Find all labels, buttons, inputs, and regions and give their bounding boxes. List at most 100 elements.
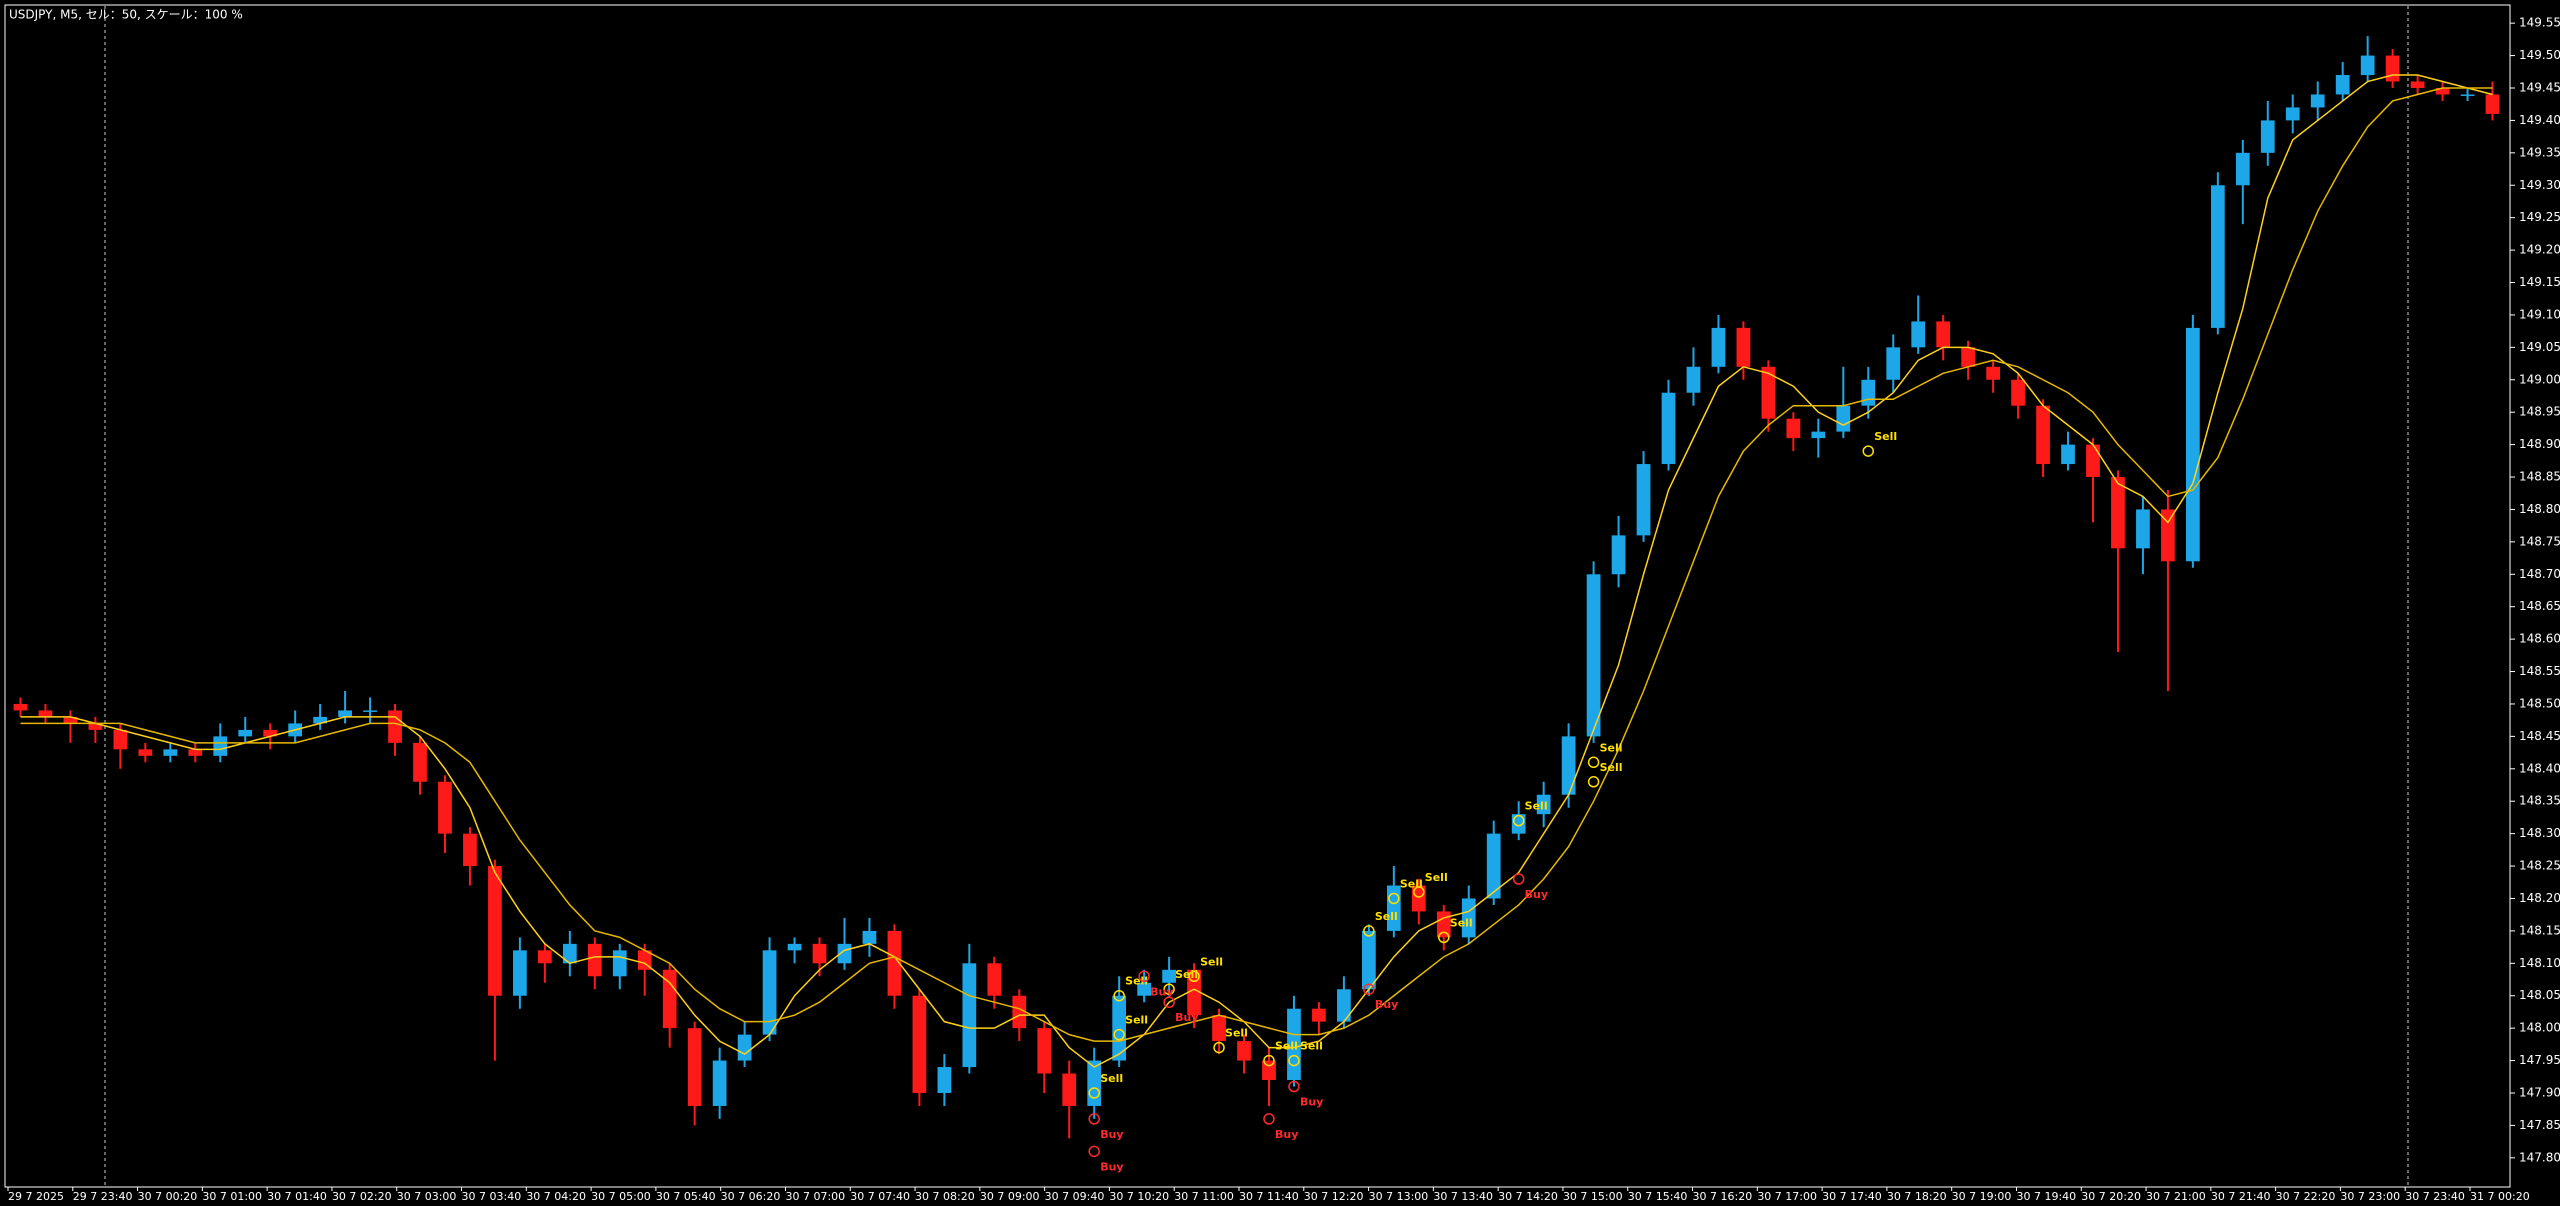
candle-body: [2360, 55, 2375, 76]
x-tick-label: 30 7 07:00: [785, 1190, 845, 1203]
candle-body: [413, 742, 427, 782]
candle-body: [687, 1028, 702, 1106]
candle-body: [513, 950, 527, 996]
signal-label: Buy: [1175, 1011, 1198, 1024]
candle-body: [2485, 94, 2500, 114]
signal-marker: [1213, 1041, 1225, 1054]
x-tick-label: 30 7 07:40: [850, 1190, 910, 1203]
candle-body: [213, 736, 228, 756]
candle-body: [1636, 464, 1651, 536]
candle-body: [587, 943, 602, 977]
y-tick-label: 149.300: [2519, 178, 2560, 192]
x-tick-label: 29 7 23:40: [73, 1190, 133, 1203]
signal-marker: [1363, 925, 1375, 937]
y-tick-label: 148.750: [2519, 534, 2560, 548]
candle-body: [1811, 431, 1826, 439]
y-tick-label: 148.050: [2519, 988, 2560, 1002]
signal-marker: [1113, 1028, 1125, 1041]
y-tick-label: 149.150: [2519, 275, 2560, 289]
signal-label: Sell: [1400, 877, 1423, 890]
signal-marker: [1288, 1080, 1300, 1093]
candle-body: [1361, 930, 1376, 990]
signal-marker: [1088, 1145, 1100, 1158]
signal-marker: [1862, 445, 1875, 457]
candle-body: [88, 723, 103, 730]
signal-label: Buy: [1525, 888, 1548, 901]
x-tick-label: 30 7 00:20: [138, 1190, 198, 1203]
y-tick-label: 148.350: [2519, 794, 2560, 808]
signal-label: Sell: [1600, 741, 1623, 754]
candle-body: [263, 729, 278, 737]
candle-body: [612, 950, 627, 977]
candle-body: [1112, 995, 1127, 1061]
candle-body: [1436, 911, 1451, 938]
candle-body: [13, 703, 28, 711]
signal-marker: [1088, 1087, 1100, 1099]
candle-body: [737, 1034, 752, 1061]
x-tick-label: 30 7 05:00: [591, 1190, 651, 1203]
candle-body: [812, 943, 827, 964]
x-tick-label: 30 7 09:00: [980, 1190, 1040, 1203]
signal-marker: [1263, 1054, 1275, 1067]
signal-marker: [1363, 983, 1375, 995]
candle-body: [2111, 477, 2125, 549]
candle-body: [113, 729, 128, 750]
signal-marker: [1113, 989, 1125, 1002]
candle-body: [937, 1067, 952, 1093]
candle-body: [762, 950, 777, 1035]
x-tick-label: 30 7 13:40: [1433, 1190, 1493, 1203]
plot-frame: [4, 4, 2511, 1188]
signal-label: Sell: [1600, 761, 1623, 774]
candle-body: [1661, 392, 1676, 465]
x-tick-label: 30 7 15:00: [1563, 1190, 1623, 1203]
candle-body: [1386, 885, 1401, 931]
candle-body: [2036, 405, 2050, 465]
candle-body: [787, 943, 802, 951]
signal-label: Buy: [1275, 1128, 1298, 1141]
candle-body: [1237, 1041, 1251, 1061]
candle-body: [488, 866, 502, 996]
candle-body: [1087, 1060, 1102, 1106]
candle-body: [962, 963, 977, 1068]
candle-body: [2285, 107, 2300, 121]
signal-label: Buy: [1100, 1160, 1123, 1173]
signal-label: Sell: [1125, 1014, 1148, 1027]
signal-marker: [1512, 814, 1525, 827]
signal-marker: [1512, 873, 1525, 885]
candle-body: [313, 716, 327, 724]
candle-body: [1486, 833, 1501, 899]
y-tick-label: 148.600: [2519, 632, 2560, 646]
candle-body: [463, 833, 477, 867]
candle-body: [2460, 94, 2475, 96]
x-tick-label: 30 7 21:40: [2211, 1190, 2271, 1203]
candle-body: [862, 930, 877, 944]
y-tick-label: 148.300: [2519, 826, 2560, 840]
moving-average: [20, 74, 2493, 1068]
candle-body: [2086, 444, 2100, 478]
signal-label: Sell: [1375, 910, 1398, 923]
signal-marker: [1088, 1113, 1100, 1125]
y-tick-label: 148.150: [2519, 923, 2560, 937]
candle-body: [2410, 81, 2425, 88]
candle-body: [1262, 1060, 1276, 1081]
candle-body: [1511, 814, 1526, 834]
candle-body: [662, 969, 677, 1029]
signal-marker: [1438, 931, 1450, 944]
y-tick-label: 148.250: [2519, 859, 2560, 873]
chart-title: USDJPY, M5, セル：50, スケール：100 %: [9, 8, 243, 22]
candle-body: [138, 749, 153, 756]
y-tick-label: 148.850: [2519, 470, 2560, 484]
x-tick-label: 30 7 20:20: [2081, 1190, 2141, 1203]
x-tick-label: 30 7 19:40: [2016, 1190, 2076, 1203]
candle-body: [912, 995, 927, 1093]
x-tick-label: 30 7 08:20: [915, 1190, 975, 1203]
signal-marker: [1163, 983, 1175, 995]
candle-body: [2260, 120, 2275, 153]
signal-label: Sell: [1100, 1072, 1123, 1085]
candle-body: [2061, 444, 2075, 465]
candle-body: [2335, 75, 2350, 95]
x-tick-label: 30 7 04:20: [526, 1190, 586, 1203]
signal-marker: [1163, 996, 1175, 1008]
candle-body: [1711, 327, 1726, 367]
